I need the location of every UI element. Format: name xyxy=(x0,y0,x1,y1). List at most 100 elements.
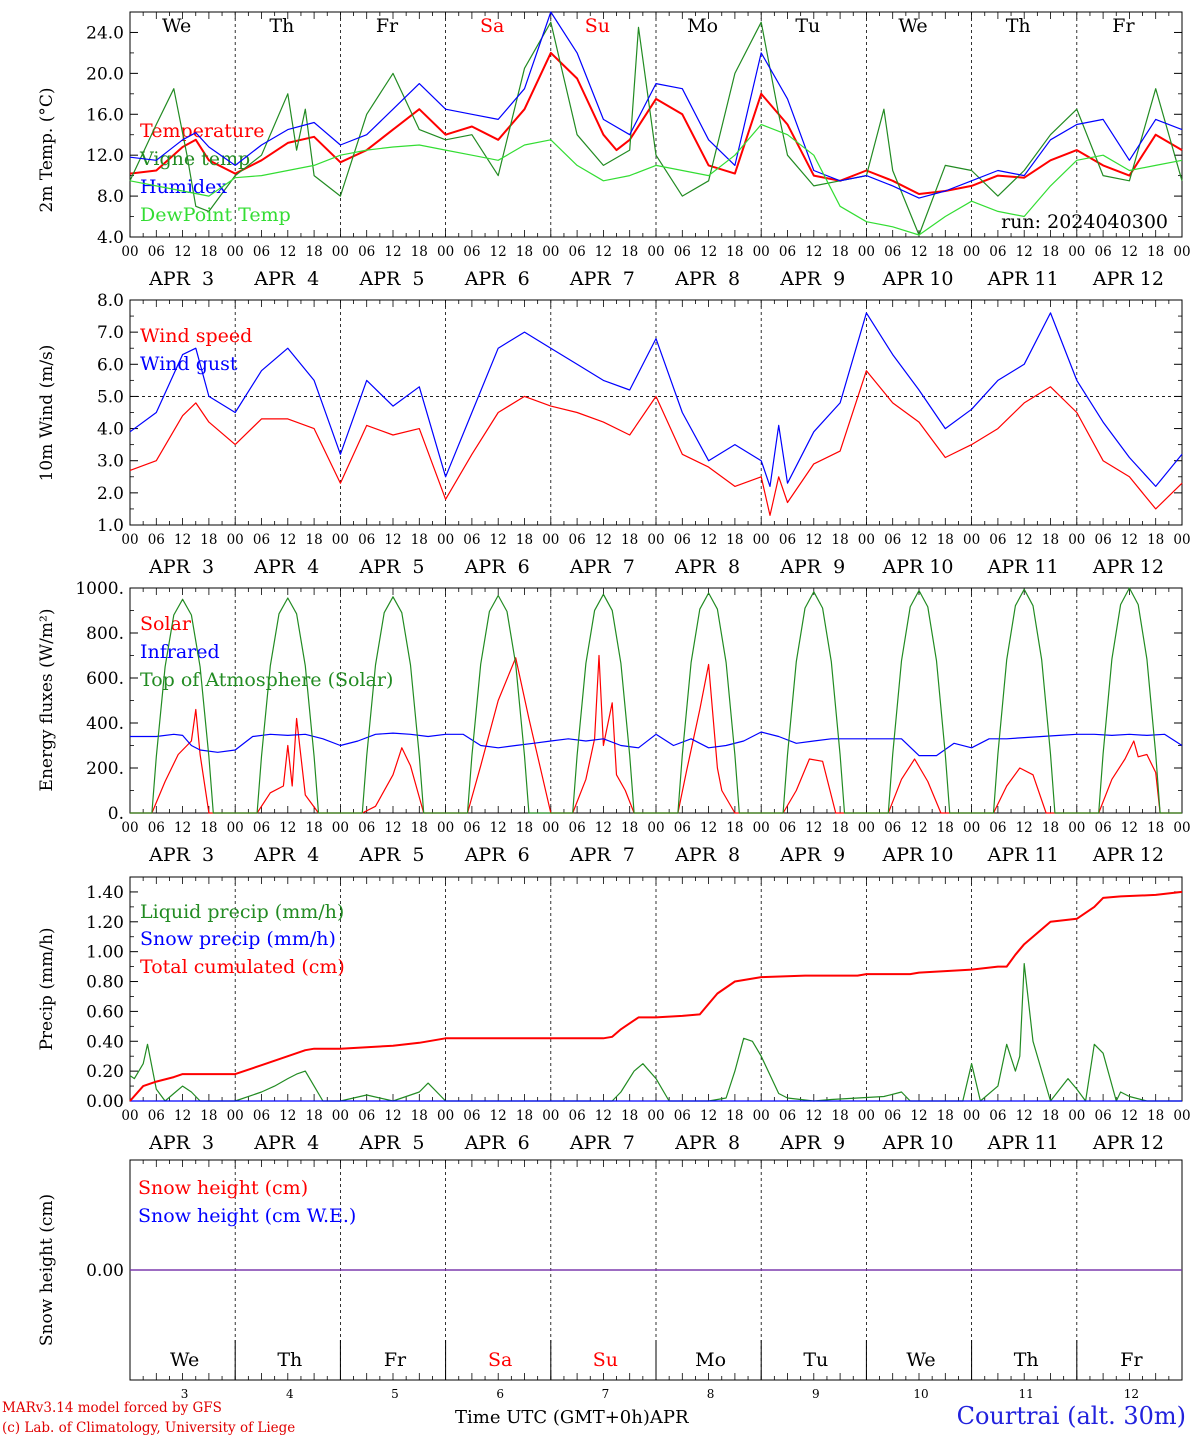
weekday-label: Su xyxy=(585,15,610,37)
hour-label: 18 xyxy=(937,1108,954,1124)
hour-label: 06 xyxy=(569,1108,586,1124)
hour-label: 06 xyxy=(253,244,270,260)
day-number: 10 xyxy=(913,1387,928,1401)
hour-label: 00 xyxy=(121,532,138,548)
hour-label: 00 xyxy=(437,820,454,836)
hour-label: 00 xyxy=(121,1108,138,1124)
legend-entry: Infrared xyxy=(140,641,220,663)
hour-label: 00 xyxy=(227,532,244,548)
y-tick-label: 0.00 xyxy=(86,1261,124,1281)
hour-label: 00 xyxy=(963,820,980,836)
date-label: APR 6 xyxy=(464,556,530,578)
date-label: APR 7 xyxy=(569,844,635,866)
hour-label: 12 xyxy=(700,532,717,548)
hour-label: 12 xyxy=(1121,820,1138,836)
hour-label: 12 xyxy=(910,532,927,548)
hour-label: 18 xyxy=(200,532,217,548)
hour-label: 00 xyxy=(1068,820,1085,836)
hour-label: 18 xyxy=(726,532,743,548)
hour-label: 18 xyxy=(306,820,323,836)
date-label: APR 9 xyxy=(779,844,845,866)
hour-label: 00 xyxy=(437,1108,454,1124)
date-label: APR 8 xyxy=(674,556,740,578)
hour-label: 06 xyxy=(358,820,375,836)
hour-label: 00 xyxy=(753,1108,770,1124)
hour-label: 12 xyxy=(1016,1108,1033,1124)
series-line-wind-gust xyxy=(129,312,1183,487)
hour-label: 00 xyxy=(753,244,770,260)
hour-label: 18 xyxy=(516,244,533,260)
legend-entry: Wind speed xyxy=(140,325,252,347)
weekday-label-bottom: Th xyxy=(1014,1349,1039,1371)
hour-label: 12 xyxy=(1016,532,1033,548)
legend-entry: DewPoint Temp xyxy=(140,204,291,226)
y-tick-label: 200. xyxy=(86,759,124,779)
y-tick-label: 0.80 xyxy=(86,973,124,993)
hour-label: 06 xyxy=(674,1108,691,1124)
hour-label: 12 xyxy=(805,820,822,836)
hour-label: 06 xyxy=(253,532,270,548)
series-line-wind-speed xyxy=(129,370,1183,517)
weekday-label: Th xyxy=(269,15,294,37)
date-label: APR 5 xyxy=(359,844,425,866)
hour-label: 06 xyxy=(779,532,796,548)
weekday-label-bottom: We xyxy=(170,1349,199,1371)
date-label: APR 9 xyxy=(779,1132,845,1154)
hour-label: 06 xyxy=(148,532,165,548)
hour-label: 18 xyxy=(726,820,743,836)
hour-label: 18 xyxy=(411,820,428,836)
date-label: APR 12 xyxy=(1092,844,1164,866)
hour-label: 00 xyxy=(437,532,454,548)
hour-label: 18 xyxy=(306,532,323,548)
hour-label: 18 xyxy=(516,532,533,548)
hour-label: 12 xyxy=(174,532,191,548)
hour-label: 00 xyxy=(963,244,980,260)
hour-label: 06 xyxy=(884,1108,901,1124)
hour-label: 00 xyxy=(753,532,770,548)
date-label: APR 6 xyxy=(464,268,530,290)
hour-label: 06 xyxy=(989,1108,1006,1124)
series-line-solar xyxy=(130,654,1182,814)
hour-label: 06 xyxy=(358,532,375,548)
hour-label: 18 xyxy=(937,532,954,548)
day-number: 6 xyxy=(496,1387,504,1401)
hour-label: 12 xyxy=(384,244,401,260)
hour-label: 12 xyxy=(805,244,822,260)
hour-label: 06 xyxy=(1095,820,1112,836)
date-label: APR 10 xyxy=(881,844,953,866)
hour-label: 00 xyxy=(1068,532,1085,548)
hour-label: 18 xyxy=(726,244,743,260)
hour-label: 00 xyxy=(227,244,244,260)
date-label: APR 6 xyxy=(464,1132,530,1154)
weekday-label-bottom: Fr xyxy=(1120,1349,1143,1371)
y-tick-label: 6.0 xyxy=(97,355,124,375)
hour-label: 00 xyxy=(753,820,770,836)
weekday-label-bottom: Tu xyxy=(803,1349,828,1371)
hour-label: 18 xyxy=(1147,532,1164,548)
hour-label: 12 xyxy=(595,820,612,836)
date-label: APR 10 xyxy=(881,556,953,578)
hour-label: 18 xyxy=(516,1108,533,1124)
hour-label: 12 xyxy=(279,532,296,548)
day-number: 7 xyxy=(602,1387,610,1401)
hour-label: 06 xyxy=(358,1108,375,1124)
hour-label: 18 xyxy=(200,1108,217,1124)
hour-label: 12 xyxy=(1016,244,1033,260)
hour-label: 06 xyxy=(1095,532,1112,548)
hour-label: 00 xyxy=(121,820,138,836)
y-tick-label: 1.00 xyxy=(86,943,124,963)
hour-label: 06 xyxy=(253,1108,270,1124)
hour-label: 12 xyxy=(910,244,927,260)
date-label: APR 6 xyxy=(464,844,530,866)
hour-label: 06 xyxy=(1095,244,1112,260)
hour-label: 12 xyxy=(279,244,296,260)
weekday-label: We xyxy=(162,15,191,37)
hour-label: 06 xyxy=(884,532,901,548)
weekday-label-bottom: Su xyxy=(593,1349,618,1371)
hour-label: 00 xyxy=(1173,532,1190,548)
hour-label: 18 xyxy=(937,820,954,836)
hour-label: 06 xyxy=(989,532,1006,548)
hour-label: 06 xyxy=(779,244,796,260)
hour-label: 06 xyxy=(148,1108,165,1124)
